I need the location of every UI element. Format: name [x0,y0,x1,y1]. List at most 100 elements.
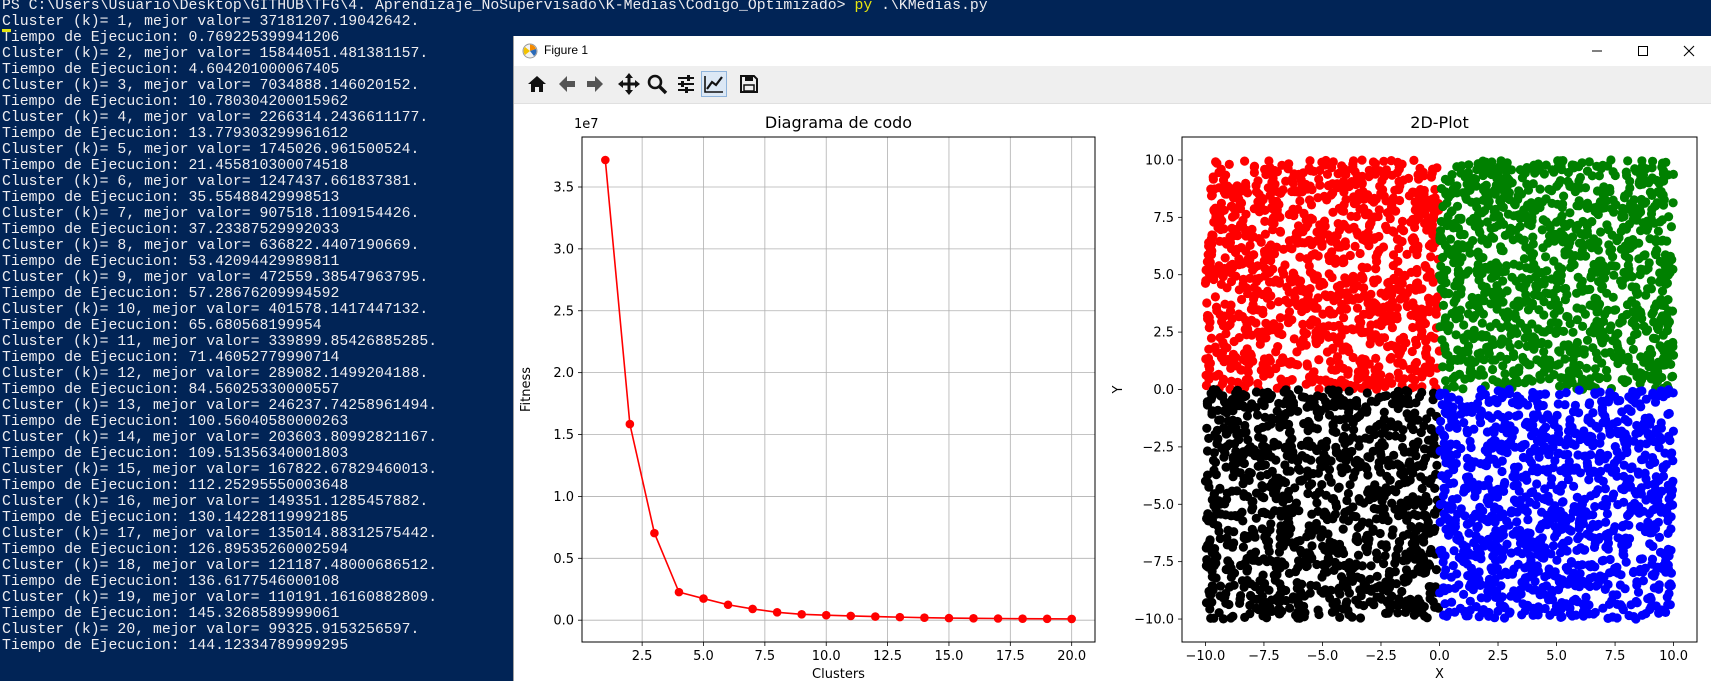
x-tick-label: 15.0 [934,649,963,664]
edit-axis-button[interactable] [701,71,727,97]
scatter-point [1257,507,1267,518]
scatter-point [1562,515,1572,525]
scatter-point [1284,486,1294,496]
scatter-point [1529,568,1540,578]
scatter-point [1561,221,1571,231]
figure-window[interactable]: Figure 1 [513,36,1711,681]
scatter-point [1210,342,1220,352]
scatter-point [1332,352,1343,362]
scatter-point [1477,281,1487,291]
scatter-point [1397,586,1407,597]
scatter-point [1415,567,1425,577]
window-titlebar[interactable]: Figure 1 [514,36,1711,66]
scatter-point [1218,614,1228,624]
scatter-point [1464,160,1474,170]
scatter-point [1631,398,1641,408]
scatter-point [1340,447,1350,458]
back-button[interactable] [554,71,580,97]
scatter-point [1532,479,1542,489]
scatter-point [1489,454,1499,464]
scatter-point [1317,525,1327,535]
scatter-point [1667,448,1677,458]
scatter-point [1501,261,1512,271]
scatter-point [1402,288,1412,298]
scatter-point [1488,364,1498,375]
scatter-point [1498,308,1508,318]
scatter-point [1230,439,1240,449]
scatter-point [1409,610,1419,620]
scatter-point [1305,181,1315,191]
y-tick-label: −5.0 [1142,498,1174,513]
scatter-point [1435,388,1445,398]
scatter-point [1202,555,1212,565]
scatter-point [1668,169,1678,179]
scatter-point [1392,459,1402,469]
scatter-point [1598,203,1608,213]
scatter-point [1246,468,1256,478]
scatter-point [1608,167,1618,177]
maximize-button[interactable] [1620,36,1666,66]
scatter-point [1544,595,1554,605]
configure-subplots-button[interactable] [673,71,699,97]
scatter-point [1594,256,1604,266]
scatter-point [1260,532,1270,542]
scatter-point [1594,171,1604,181]
scatter-point [1526,198,1536,208]
scatter-point [1523,562,1533,572]
home-button[interactable] [524,71,550,97]
scatter-point [1446,504,1456,514]
scatter-point [1595,571,1605,581]
scatter-point [1223,321,1233,331]
scatter-point [1641,290,1651,300]
scatter-point [1275,313,1285,323]
scatter-point [1633,587,1644,597]
scatter-point [1647,190,1657,200]
scatter-point [1546,549,1556,559]
scatter-point [1514,340,1524,350]
scatter-point [1560,463,1570,473]
scatter-point [1564,525,1574,535]
scatter-point [1206,333,1217,343]
save-figure-button[interactable] [736,71,762,97]
scatter-point [1223,556,1233,566]
scatter-point [1630,498,1640,508]
scatter-point [1548,541,1559,551]
scatter-point [1267,218,1277,228]
zoom-button[interactable] [644,71,670,97]
scatter-point [1602,373,1612,383]
scatter-point [1530,427,1540,437]
scatter-point [1552,305,1562,315]
scatter-point [1596,227,1606,237]
pan-button[interactable] [616,71,642,97]
scatter-point [1426,424,1436,434]
minimize-button[interactable] [1574,36,1620,66]
scatter-point [1519,581,1529,591]
scatter-point [1649,583,1659,593]
scatter-point [1298,319,1308,329]
scatter-point [1328,514,1338,524]
scatter-point [1409,187,1419,197]
scatter-point [1448,561,1458,571]
close-button[interactable] [1666,36,1711,66]
scatter-point [1319,216,1330,226]
scatter-point [1309,166,1319,176]
scatter-point [1299,209,1309,219]
scatter-point [1362,388,1372,398]
scatter-point [1311,332,1321,342]
scatter-point [1339,313,1349,323]
scatter-point [1234,309,1244,319]
scatter-point [1459,418,1469,428]
scatter-point [1204,241,1214,251]
scatter-point [1400,607,1411,617]
scatter-point [1625,474,1635,484]
scatter-point [1340,237,1350,247]
scatter-point [1539,367,1549,377]
figure-canvas[interactable]: 2.5 5.0 7.5 10.0 12.5 15.0 17.5 20.00.00.51.01.… [514,104,1711,681]
scatter-point [1228,472,1238,482]
scatter-point [1637,167,1647,177]
scatter-point [1432,460,1442,470]
forward-button[interactable] [582,71,608,97]
scatter-point [1545,610,1555,620]
scatter-point [1509,259,1519,269]
scatter-point [1476,418,1486,428]
